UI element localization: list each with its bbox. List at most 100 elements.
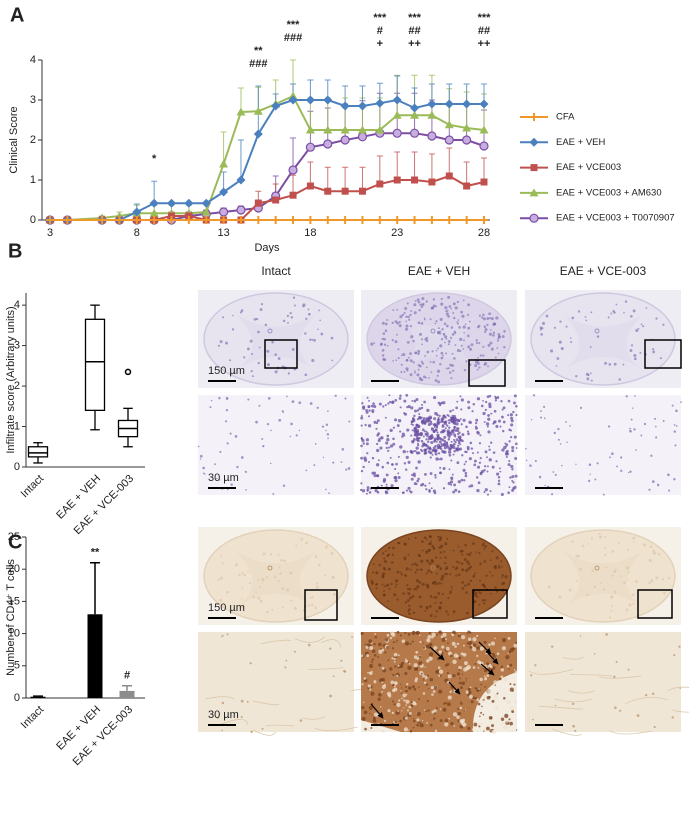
nucleus [298, 429, 301, 432]
cell-stain [269, 553, 273, 556]
cell-stain [441, 328, 444, 331]
marker [392, 95, 402, 105]
cell-stain [460, 344, 463, 347]
nucleus [457, 446, 460, 449]
nucleus [455, 427, 459, 430]
tissue-speckle [488, 643, 491, 646]
x-tick-label: 3 [47, 227, 53, 239]
grey-matter [563, 314, 643, 367]
nucleus [434, 428, 438, 432]
nucleus [202, 466, 205, 470]
tissue-speckle [401, 687, 403, 689]
tissue-speckle [466, 642, 469, 645]
arrow [448, 681, 461, 695]
nucleus [390, 484, 394, 488]
cell-stain [405, 320, 408, 323]
nucleus [413, 414, 416, 418]
tissue-speckle [420, 672, 423, 675]
tissue-speckle [481, 723, 484, 726]
cell-stain [305, 541, 309, 545]
nucleus [405, 393, 409, 397]
cell-stain [430, 571, 433, 574]
tissue-speckle [505, 655, 510, 660]
marker [375, 125, 385, 134]
cell-stain [652, 348, 655, 351]
cell-stain [219, 340, 223, 344]
cell-stain [403, 370, 406, 373]
nucleus [496, 472, 500, 476]
cell-stain [504, 575, 508, 579]
tissue-speckle [419, 723, 424, 728]
nucleus [500, 492, 504, 497]
significance-mark: # [124, 670, 130, 682]
nucleus [447, 481, 451, 486]
tissue-speckle [412, 726, 415, 729]
nucleus [372, 402, 375, 406]
tissue-speckle [485, 726, 490, 731]
cell-stain [240, 309, 244, 312]
nucleus [314, 442, 317, 445]
cell-stain [448, 305, 452, 308]
cell-stain [447, 343, 450, 346]
nucleus [540, 416, 543, 419]
tissue-speckle [407, 633, 411, 636]
nucleus [415, 446, 419, 450]
cell-stain [437, 380, 441, 384]
tissue-speckle [513, 668, 516, 671]
y-tick-label: 4 [30, 54, 36, 66]
tissue-speckle [409, 642, 412, 645]
nucleus [616, 465, 619, 468]
cell-stain [384, 560, 388, 563]
cell-stain [421, 343, 423, 346]
cell-stain [255, 591, 258, 594]
tissue-speckle [368, 706, 373, 710]
cell-stain [434, 615, 437, 618]
nucleus [493, 420, 497, 424]
cell-stain [461, 314, 465, 318]
cell-stain [501, 574, 505, 577]
cell-stain [381, 337, 385, 341]
nucleus [451, 473, 454, 476]
tissue-speckle [481, 705, 483, 708]
nucleus [540, 410, 542, 412]
cell-stain [305, 317, 308, 320]
nucleus [417, 451, 421, 455]
nucleus [258, 404, 261, 407]
cell-stain [457, 545, 460, 548]
tissue-speckle [427, 688, 430, 690]
cell-stain [386, 553, 390, 557]
nucleus [453, 433, 457, 437]
cell-stain [383, 343, 387, 346]
cell-stain [632, 541, 635, 544]
tissue-speckle [453, 725, 456, 727]
nucleus [476, 431, 480, 435]
marker [393, 216, 402, 224]
cell-stain [311, 603, 314, 607]
tissue-speckle [494, 684, 496, 686]
tissue-speckle [476, 634, 479, 638]
cell-stain [436, 369, 441, 373]
nucleus [394, 476, 398, 480]
tissue-speckle [377, 697, 381, 701]
marker [444, 99, 454, 109]
tissue-speckle [400, 683, 402, 685]
tissue-speckle [477, 660, 481, 664]
nucleus [427, 435, 431, 439]
nucleus [435, 440, 438, 443]
cell-stain [494, 356, 497, 359]
cell-stain [279, 572, 283, 575]
nucleus [412, 438, 416, 441]
cell-stain [652, 551, 657, 555]
tissue-speckle [405, 658, 407, 660]
cell-stain [421, 549, 424, 552]
nucleus [448, 453, 452, 457]
nucleus [653, 725, 656, 729]
nucleus [406, 428, 410, 432]
cell-stain [579, 567, 582, 571]
tissue-speckle [467, 687, 471, 692]
nucleus [448, 426, 451, 429]
cell-stain [372, 563, 375, 566]
cell-stain [251, 375, 254, 378]
cell-stain [501, 576, 503, 579]
nucleus [487, 417, 491, 421]
